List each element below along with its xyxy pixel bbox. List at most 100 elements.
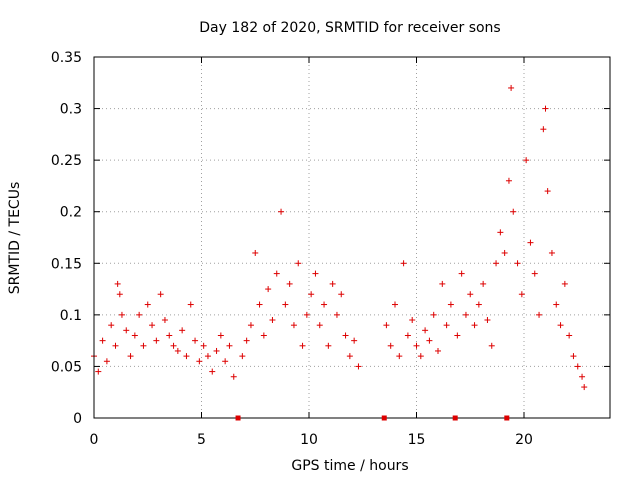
data-point [243, 337, 250, 344]
y-tick-labels: 0 0.05 0.1 0.15 0.2 0.25 0.3 0.35 [51, 50, 82, 427]
data-point [112, 342, 119, 349]
data-point [295, 260, 302, 267]
data-point [346, 353, 353, 360]
data-point [579, 373, 586, 380]
data-point [222, 358, 229, 365]
data-point [518, 291, 525, 298]
y-axis-label: SRMTID / TECUs [7, 182, 23, 295]
data-point [417, 353, 424, 360]
data-point [430, 311, 437, 318]
gap-marker [452, 415, 458, 421]
data-point [471, 322, 478, 329]
data-points [91, 84, 588, 391]
data-point [226, 342, 233, 349]
data-point [497, 229, 504, 236]
data-point [321, 301, 328, 308]
data-point [140, 342, 147, 349]
gap-marker [235, 415, 241, 421]
data-point [508, 84, 515, 91]
data-point [458, 270, 465, 277]
data-point [462, 311, 469, 318]
data-point [542, 105, 549, 112]
data-point [174, 347, 181, 354]
data-point [278, 208, 285, 215]
data-point [269, 317, 276, 324]
data-point [561, 280, 568, 287]
data-point [392, 301, 398, 308]
x-tick-label: 5 [197, 432, 206, 448]
gap-marker [504, 415, 510, 421]
x-axis-label: GPS time / hours [291, 458, 408, 474]
data-point [325, 342, 332, 349]
data-point [467, 291, 474, 298]
chart-title: Day 182 of 2020, SRMTID for receiver son… [199, 20, 500, 36]
data-point [108, 322, 115, 329]
data-point [570, 353, 577, 360]
data-point [400, 260, 407, 267]
data-point [435, 347, 441, 354]
data-point [114, 280, 121, 287]
x-tick-labels: 0 5 10 15 20 [90, 432, 533, 448]
data-point [426, 337, 433, 344]
x-tick-label: 20 [515, 432, 533, 448]
gap-marker [381, 415, 387, 421]
x-tick-label: 0 [90, 432, 99, 448]
axis-ticks [93, 56, 610, 419]
data-point [514, 260, 521, 267]
data-point [574, 363, 581, 370]
data-point [540, 126, 547, 133]
data-point [501, 249, 508, 256]
data-point [265, 286, 272, 293]
data-point [557, 322, 564, 329]
y-tick-label: 0 [73, 411, 82, 427]
data-point [99, 337, 106, 344]
plot-frame [93, 56, 611, 419]
data-point [239, 353, 246, 360]
data-point [116, 291, 123, 298]
y-tick-label: 0.05 [51, 359, 82, 375]
data-point [157, 291, 164, 298]
data-point [153, 337, 160, 344]
data-point [566, 332, 573, 339]
data-point [196, 358, 203, 365]
data-point [404, 332, 411, 339]
data-point [260, 332, 267, 339]
y-tick-label: 0.25 [51, 153, 82, 169]
data-point [329, 280, 336, 287]
data-point [213, 347, 220, 354]
y-tick-label: 0.3 [60, 102, 82, 118]
data-point [387, 342, 394, 349]
data-point [209, 368, 216, 375]
data-point [282, 301, 289, 308]
data-point [422, 327, 429, 334]
y-tick-label: 0.35 [51, 50, 82, 66]
data-point [510, 208, 517, 215]
data-point [443, 322, 450, 329]
data-point [342, 332, 349, 339]
grid [94, 57, 610, 418]
data-point [493, 260, 500, 267]
data-point [439, 280, 446, 287]
data-point [333, 311, 340, 318]
data-point [192, 337, 199, 344]
y-tick-label: 0.2 [60, 205, 82, 221]
data-point [581, 384, 588, 391]
data-point [308, 291, 315, 298]
data-point [103, 358, 110, 365]
data-point [454, 332, 461, 339]
data-point [290, 322, 297, 329]
data-point [447, 301, 454, 308]
data-point [217, 332, 224, 339]
data-point [187, 301, 194, 308]
data-point [553, 301, 560, 308]
data-point [166, 332, 173, 339]
data-point [179, 327, 186, 334]
data-point [536, 311, 543, 318]
data-point [183, 353, 190, 360]
x-tick-label: 15 [408, 432, 426, 448]
data-point [144, 301, 151, 308]
x-tick-label: 10 [300, 432, 318, 448]
data-point [273, 270, 280, 277]
data-point [523, 157, 530, 164]
